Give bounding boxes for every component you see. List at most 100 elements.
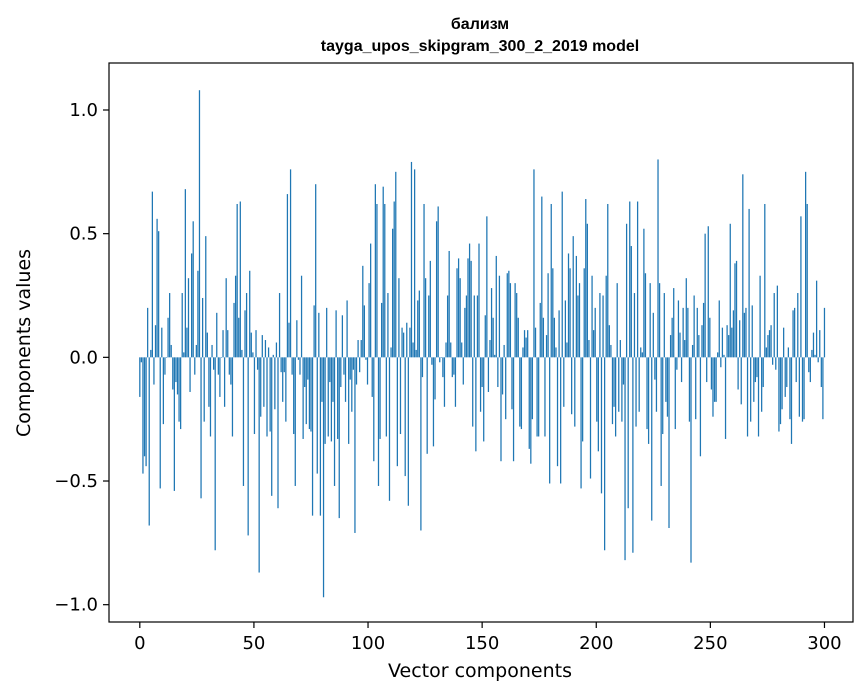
bar bbox=[776, 285, 778, 358]
bar bbox=[589, 357, 592, 479]
bar bbox=[566, 342, 568, 358]
bar bbox=[625, 223, 628, 358]
bar bbox=[809, 357, 811, 383]
bar bbox=[550, 203, 552, 358]
bar bbox=[677, 300, 680, 358]
bar bbox=[806, 203, 808, 358]
bar bbox=[315, 184, 317, 358]
bar bbox=[231, 357, 234, 437]
bar bbox=[333, 357, 336, 486]
bar bbox=[206, 332, 208, 358]
bar bbox=[304, 357, 306, 388]
bar bbox=[542, 317, 545, 358]
bar bbox=[687, 307, 689, 358]
bar bbox=[233, 302, 235, 358]
bar bbox=[533, 169, 535, 358]
bar bbox=[762, 357, 764, 388]
bar bbox=[173, 357, 175, 491]
bar bbox=[699, 357, 702, 457]
bar bbox=[164, 357, 166, 375]
bar bbox=[756, 357, 758, 378]
bar bbox=[569, 268, 571, 358]
bar bbox=[685, 278, 687, 358]
bar bbox=[621, 357, 623, 422]
bar bbox=[523, 330, 526, 358]
y-axis-label: Components values bbox=[13, 249, 35, 437]
bar bbox=[487, 357, 490, 392]
bar bbox=[373, 357, 375, 462]
bar bbox=[495, 255, 497, 358]
bar bbox=[710, 357, 713, 390]
bar bbox=[162, 357, 164, 425]
bar bbox=[721, 327, 724, 358]
bar bbox=[253, 357, 256, 435]
bar bbox=[745, 307, 747, 358]
bar bbox=[230, 357, 232, 385]
bar bbox=[165, 357, 168, 358]
bar bbox=[148, 357, 150, 526]
bar bbox=[348, 357, 350, 444]
y-tick-label: 0.5 bbox=[69, 224, 98, 245]
bar bbox=[184, 189, 186, 358]
bar bbox=[633, 293, 636, 358]
bar bbox=[211, 344, 213, 358]
bar bbox=[472, 357, 474, 427]
bar bbox=[764, 203, 766, 358]
bar bbox=[604, 357, 606, 551]
bar bbox=[536, 357, 538, 437]
bar bbox=[366, 357, 369, 385]
bar bbox=[142, 357, 144, 474]
bar bbox=[790, 357, 793, 444]
bar bbox=[765, 347, 767, 358]
bar bbox=[632, 357, 634, 553]
bar bbox=[583, 268, 585, 358]
bar bbox=[256, 357, 259, 370]
bar bbox=[200, 357, 202, 499]
bar bbox=[580, 357, 582, 489]
bar bbox=[709, 317, 711, 358]
bar bbox=[192, 221, 194, 358]
bar bbox=[652, 312, 654, 358]
bar bbox=[269, 357, 271, 432]
bar bbox=[696, 307, 698, 358]
bar bbox=[668, 357, 670, 529]
bar bbox=[597, 357, 599, 452]
bar bbox=[216, 312, 218, 358]
bar bbox=[798, 357, 800, 417]
bar bbox=[684, 340, 686, 358]
bar bbox=[181, 293, 183, 358]
bar bbox=[326, 307, 328, 358]
bar bbox=[223, 357, 226, 407]
bar bbox=[640, 347, 642, 358]
x-tick-label: 100 bbox=[351, 633, 385, 654]
bar bbox=[706, 357, 708, 383]
bar bbox=[819, 330, 821, 358]
bar bbox=[454, 357, 457, 407]
bar bbox=[365, 357, 367, 360]
bar bbox=[475, 357, 477, 452]
bar bbox=[693, 295, 695, 358]
bar bbox=[249, 270, 251, 358]
bar bbox=[564, 300, 566, 358]
bar bbox=[203, 357, 205, 422]
bar bbox=[417, 300, 419, 358]
bar bbox=[197, 270, 199, 358]
bar bbox=[461, 342, 463, 358]
bar bbox=[300, 275, 303, 358]
bar bbox=[514, 283, 516, 358]
bar bbox=[311, 357, 314, 516]
bar bbox=[362, 265, 364, 358]
bar bbox=[198, 90, 201, 358]
bar bbox=[376, 203, 378, 358]
bar bbox=[139, 357, 141, 397]
bar bbox=[322, 357, 325, 598]
bar bbox=[803, 357, 805, 420]
bar bbox=[814, 354, 816, 358]
bar bbox=[247, 357, 249, 536]
bar bbox=[608, 325, 610, 358]
bar bbox=[717, 352, 719, 358]
bar bbox=[183, 352, 185, 358]
bar bbox=[817, 357, 819, 363]
bar bbox=[318, 312, 320, 358]
bar bbox=[225, 278, 227, 358]
